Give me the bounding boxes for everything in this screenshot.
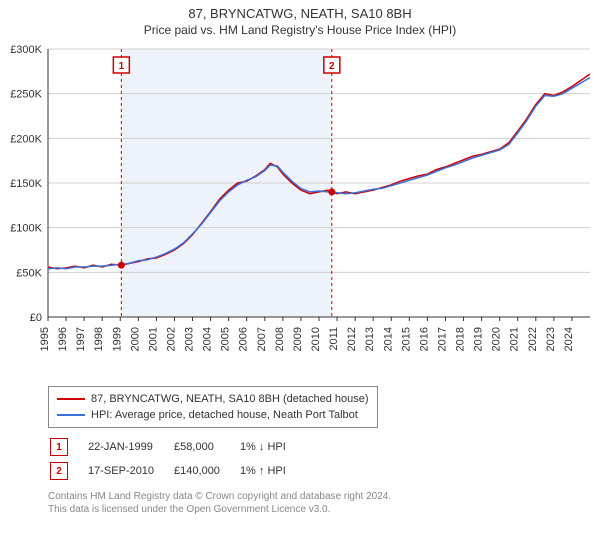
svg-text:2023: 2023 bbox=[545, 327, 557, 351]
svg-text:2002: 2002 bbox=[165, 327, 177, 351]
svg-text:1998: 1998 bbox=[93, 327, 105, 351]
marker-delta-1: 1% ↓ HPI bbox=[240, 436, 304, 458]
marker-price-1: £58,000 bbox=[174, 436, 238, 458]
legend-row-2: HPI: Average price, detached house, Neat… bbox=[57, 407, 369, 423]
svg-text:£150K: £150K bbox=[10, 178, 42, 190]
marker-date-2: 17-SEP-2010 bbox=[88, 460, 172, 482]
svg-text:£300K: £300K bbox=[10, 44, 42, 56]
svg-text:2024: 2024 bbox=[563, 327, 575, 351]
svg-text:£100K: £100K bbox=[10, 223, 42, 235]
svg-text:2010: 2010 bbox=[310, 327, 322, 351]
footnote-line-2: This data is licensed under the Open Gov… bbox=[48, 503, 568, 516]
svg-text:1: 1 bbox=[119, 61, 125, 72]
legend-label-1: 87, BRYNCATWG, NEATH, SA10 8BH (detached… bbox=[91, 391, 369, 407]
table-row: 1 22-JAN-1999 £58,000 1% ↓ HPI bbox=[50, 436, 304, 458]
chart-svg: £0 £50K £100K £150K £200K £250K £300K 1995 1996 1… bbox=[0, 43, 600, 373]
footnote-line-1: Contains HM Land Registry data © Crown c… bbox=[48, 490, 568, 503]
svg-text:1995: 1995 bbox=[39, 327, 51, 351]
svg-text:2017: 2017 bbox=[436, 327, 448, 351]
svg-text:2021: 2021 bbox=[509, 327, 521, 351]
svg-text:2022: 2022 bbox=[527, 327, 539, 351]
title-address: 87, BRYNCATWG, NEATH, SA10 8BH bbox=[0, 6, 600, 21]
svg-text:2013: 2013 bbox=[364, 327, 376, 351]
svg-text:2003: 2003 bbox=[184, 327, 196, 351]
svg-text:2007: 2007 bbox=[256, 327, 268, 351]
markers-table: 1 22-JAN-1999 £58,000 1% ↓ HPI 2 17-SEP-… bbox=[48, 434, 306, 484]
svg-text:2015: 2015 bbox=[400, 327, 412, 351]
svg-text:2004: 2004 bbox=[202, 327, 214, 351]
svg-text:2020: 2020 bbox=[491, 327, 503, 351]
svg-text:2000: 2000 bbox=[129, 327, 141, 351]
svg-text:2: 2 bbox=[329, 61, 335, 72]
svg-text:£50K: £50K bbox=[16, 267, 42, 279]
svg-text:£250K: £250K bbox=[10, 89, 42, 101]
svg-text:2005: 2005 bbox=[220, 327, 232, 351]
title-subtitle: Price paid vs. HM Land Registry's House … bbox=[0, 23, 600, 37]
svg-text:1997: 1997 bbox=[75, 327, 87, 351]
svg-text:2014: 2014 bbox=[382, 327, 394, 351]
svg-text:1996: 1996 bbox=[57, 327, 69, 351]
legend-box: 87, BRYNCATWG, NEATH, SA10 8BH (detached… bbox=[48, 386, 378, 428]
marker-delta-2: 1% ↑ HPI bbox=[240, 460, 304, 482]
svg-text:2009: 2009 bbox=[292, 327, 304, 351]
legend-swatch-2 bbox=[57, 414, 85, 416]
titles: 87, BRYNCATWG, NEATH, SA10 8BH Price pai… bbox=[0, 0, 600, 37]
chart-container: 87, BRYNCATWG, NEATH, SA10 8BH Price pai… bbox=[0, 0, 600, 560]
marker-date-1: 22-JAN-1999 bbox=[88, 436, 172, 458]
marker-badge-2: 2 bbox=[50, 462, 68, 480]
marker-price-2: £140,000 bbox=[174, 460, 238, 482]
legend-row-1: 87, BRYNCATWG, NEATH, SA10 8BH (detached… bbox=[57, 391, 369, 407]
svg-text:2001: 2001 bbox=[147, 327, 159, 351]
footnote: Contains HM Land Registry data © Crown c… bbox=[48, 490, 568, 516]
marker-badge-1: 1 bbox=[50, 438, 68, 456]
table-row: 2 17-SEP-2010 £140,000 1% ↑ HPI bbox=[50, 460, 304, 482]
svg-text:1999: 1999 bbox=[111, 327, 123, 351]
svg-text:2018: 2018 bbox=[455, 327, 467, 351]
svg-text:2006: 2006 bbox=[238, 327, 250, 351]
legend-swatch-1 bbox=[57, 398, 85, 400]
svg-text:2019: 2019 bbox=[473, 327, 485, 351]
svg-text:£200K: £200K bbox=[10, 133, 42, 145]
svg-text:2012: 2012 bbox=[346, 327, 358, 351]
svg-text:£0: £0 bbox=[30, 312, 42, 324]
svg-text:2008: 2008 bbox=[274, 327, 286, 351]
svg-text:2011: 2011 bbox=[328, 327, 340, 351]
legend-label-2: HPI: Average price, detached house, Neat… bbox=[91, 407, 358, 423]
svg-text:2016: 2016 bbox=[418, 327, 430, 351]
chart-area: £0 £50K £100K £150K £200K £250K £300K 1995 1996 1… bbox=[0, 43, 600, 378]
